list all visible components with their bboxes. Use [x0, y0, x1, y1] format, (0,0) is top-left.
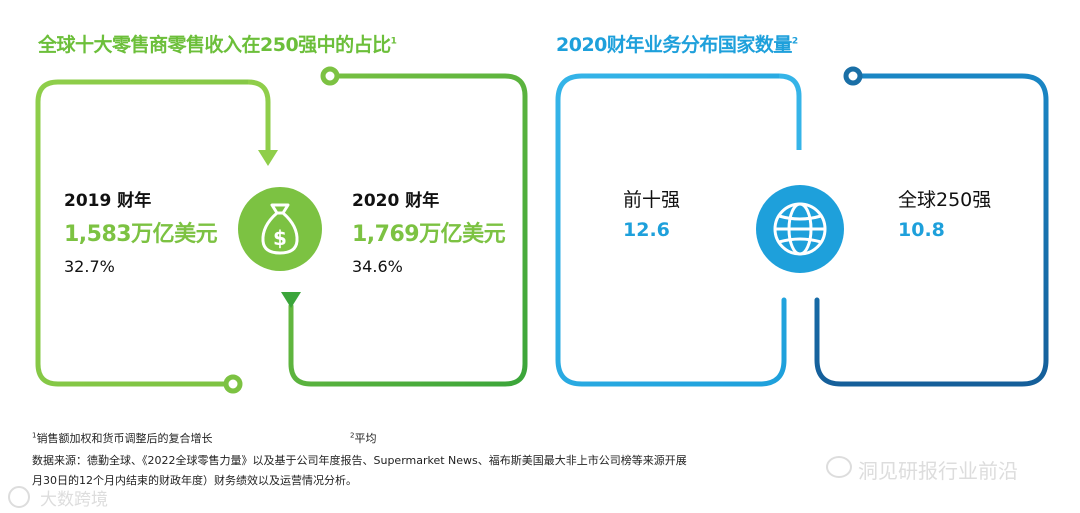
top10-value: 12.6: [623, 219, 670, 241]
source-line-1: 数据来源：德勤全球、《2022全球零售力量》以及基于公司年度报告、Superma…: [32, 454, 687, 467]
left-arrow-head-top: [258, 150, 278, 166]
left-loop-end-dot: [223, 374, 243, 394]
right-loop-start-dot: [843, 66, 863, 86]
right-title: 2020财年业务分布国家数量2: [556, 34, 798, 56]
svg-text:$: $: [273, 226, 287, 250]
footnote-2: 2平均: [350, 431, 377, 445]
source-line-2: 月30日的12个月内结束的财政年度）财务绩效以及运营情况分析。: [32, 474, 357, 487]
watermark-right: 洞见研报行业前沿: [858, 459, 1018, 483]
left-arrow-down-top: [247, 79, 271, 152]
fy2019-pct: 32.7%: [64, 257, 115, 276]
footnote-1: 1销售额加权和货币调整后的复合增长: [32, 431, 213, 445]
left-arrow-head-bottom: [281, 292, 301, 308]
fy2020-value: 1,769万亿美元: [352, 222, 506, 247]
fy2020-pct: 34.6%: [352, 257, 403, 276]
weibo-icon: [8, 486, 30, 508]
left-loop-2020: [288, 73, 528, 387]
watermark-left: 大数跨境: [40, 490, 108, 510]
fy2019-year: 2019 财年: [64, 191, 152, 211]
left-loop-2019: [35, 79, 251, 387]
top250-label: 全球250强: [898, 189, 992, 211]
wechat-icon: [826, 456, 852, 478]
left-loop-start-dot: [320, 66, 340, 86]
money-bag-icon: [238, 187, 322, 271]
top10-label: 前十强: [623, 189, 681, 211]
left-title: 全球十大零售商零售收入在250强中的占比1: [38, 34, 397, 56]
fy2019-value: 1,583万亿美元: [64, 222, 218, 247]
right-loop-top250: [814, 73, 1049, 387]
top250-value: 10.8: [898, 219, 945, 241]
fy2020-year: 2020 财年: [352, 191, 440, 211]
right-loop-top10: [555, 73, 787, 387]
